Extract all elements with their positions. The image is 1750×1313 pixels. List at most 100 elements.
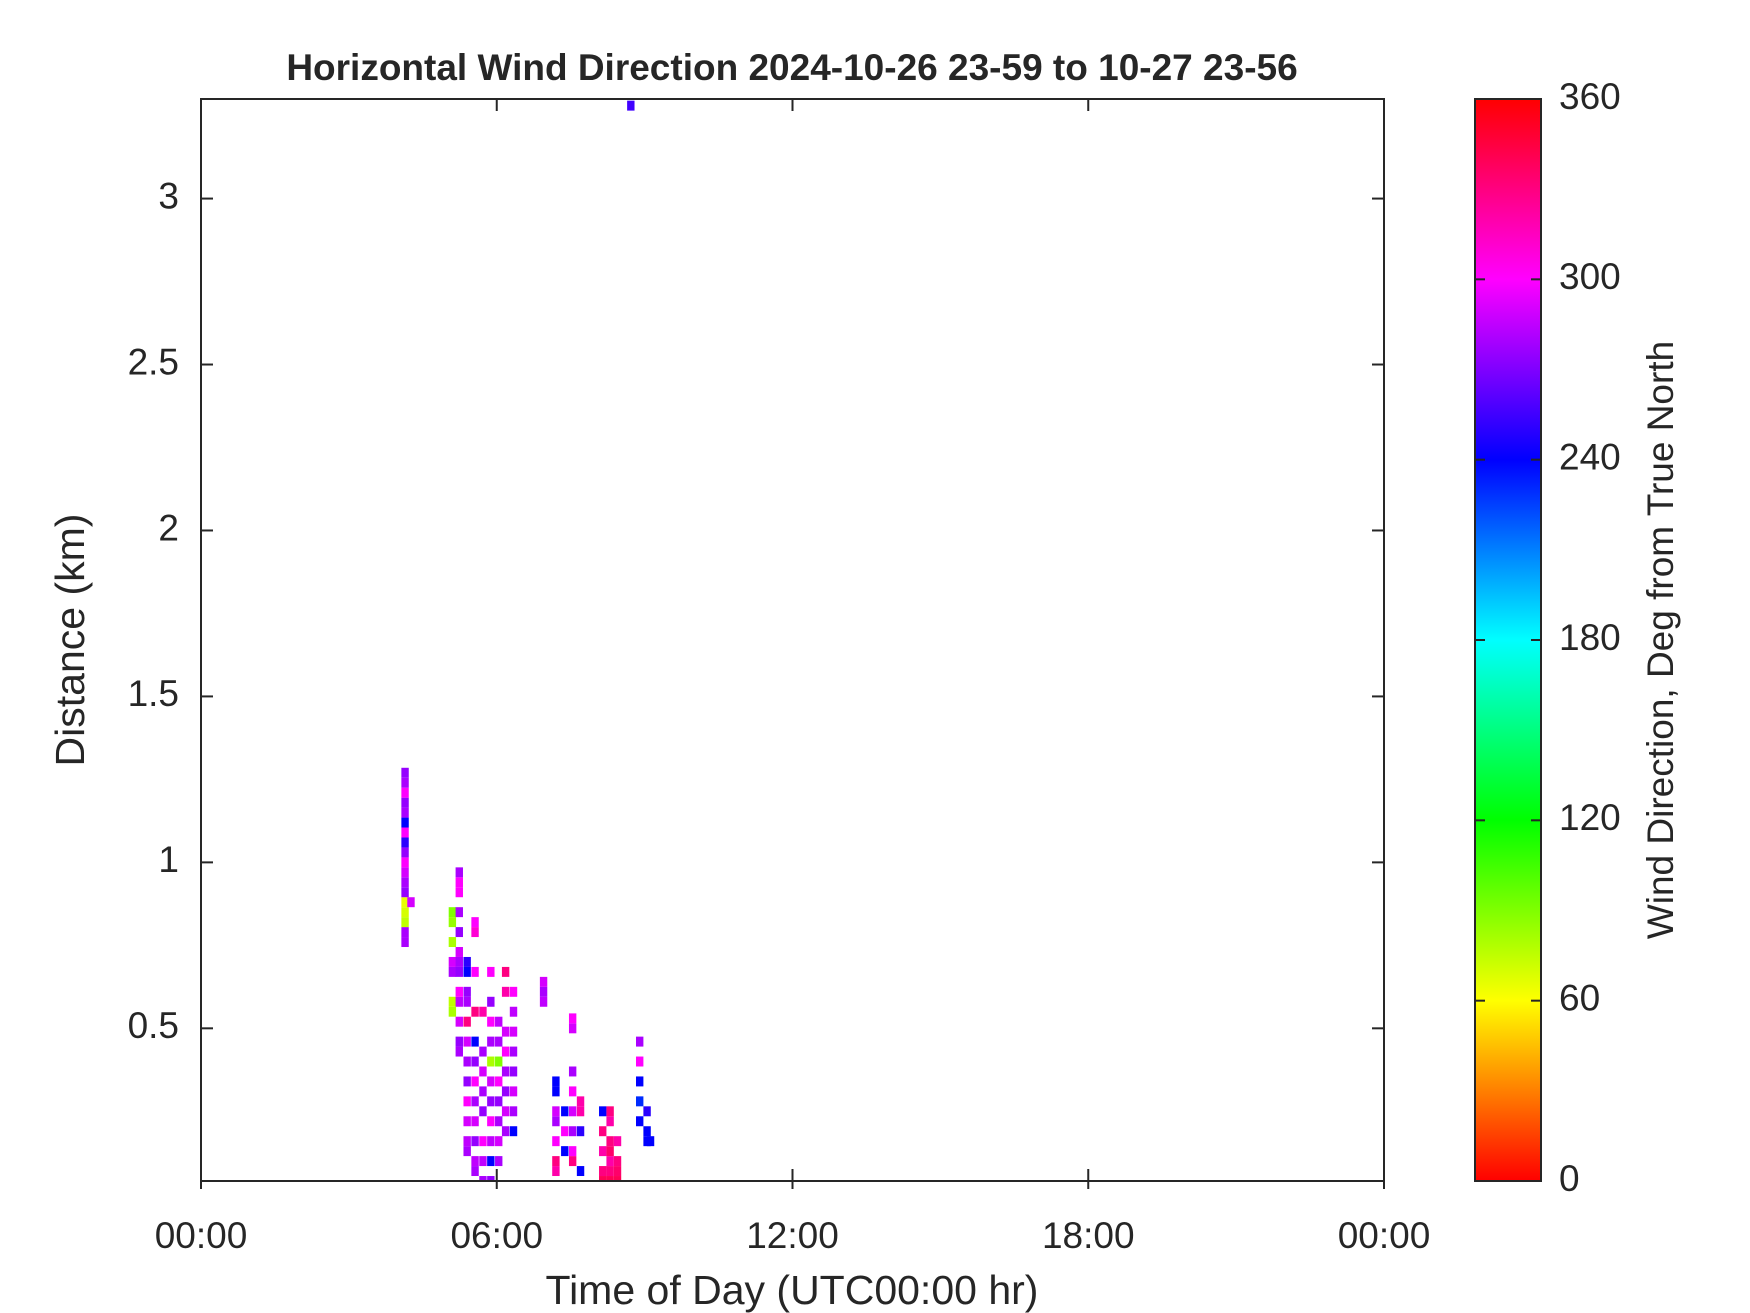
cell	[471, 966, 479, 977]
cell	[401, 847, 409, 858]
cell	[455, 1036, 463, 1047]
cell	[463, 1056, 471, 1067]
cell	[463, 956, 471, 967]
cell	[495, 1016, 503, 1027]
cell	[401, 887, 409, 898]
cell	[487, 966, 495, 977]
cell	[455, 956, 463, 967]
cell	[463, 1146, 471, 1157]
cell	[501, 1086, 510, 1097]
cell	[463, 966, 471, 977]
cell	[463, 1096, 471, 1107]
cell	[539, 986, 548, 997]
cell	[635, 1056, 644, 1067]
cell	[568, 1086, 577, 1097]
cell	[495, 1076, 503, 1087]
cell	[471, 1136, 479, 1147]
cell	[509, 1066, 518, 1077]
cell	[455, 867, 463, 878]
cell	[635, 1116, 644, 1127]
x-axis-label: Time of Day (UTC00:00 hr)	[546, 1267, 1039, 1313]
cell	[501, 1046, 510, 1057]
cell	[635, 1096, 644, 1107]
cell	[471, 1056, 479, 1067]
cell	[495, 1156, 503, 1167]
cell	[479, 1066, 487, 1077]
cell	[599, 1146, 607, 1157]
cell	[495, 1116, 503, 1127]
cell	[479, 1046, 487, 1057]
cell	[407, 897, 415, 908]
cell	[479, 1176, 487, 1181]
cell	[487, 1136, 495, 1147]
cell	[479, 1106, 487, 1117]
cell	[561, 1126, 569, 1137]
colorbar-tick-label: 360	[1559, 76, 1621, 117]
cell	[539, 996, 548, 1007]
cell	[448, 996, 457, 1007]
chart-title: Horizontal Wind Direction 2024-10-26 23-…	[286, 47, 1297, 88]
cell	[599, 1166, 607, 1177]
cell	[552, 1106, 560, 1117]
cell	[643, 1126, 651, 1137]
cell	[495, 1056, 503, 1067]
cell	[501, 1026, 510, 1037]
y-axis-label: Distance (km)	[47, 514, 93, 767]
cell	[552, 1076, 560, 1087]
y-tick-label: 1.5	[128, 673, 179, 714]
colorbar-tick-label: 300	[1559, 256, 1621, 297]
y-tick-label: 2	[158, 507, 179, 548]
cell	[552, 1136, 560, 1147]
cell	[501, 966, 510, 977]
cell	[495, 1036, 503, 1047]
cell	[471, 917, 479, 928]
cell	[552, 1156, 560, 1167]
y-tick-label: 0.5	[128, 1005, 179, 1046]
cell	[509, 986, 518, 997]
x-tick-label: 12:00	[746, 1215, 839, 1256]
colorbar-tick-label: 180	[1559, 617, 1621, 658]
cell	[509, 1126, 518, 1137]
cell	[606, 1156, 614, 1167]
cell	[455, 887, 463, 898]
cell	[401, 867, 409, 878]
x-tick-label: 18:00	[1042, 1215, 1135, 1256]
cell	[401, 767, 409, 778]
cell	[455, 1016, 463, 1027]
cell	[463, 986, 471, 997]
x-tick-label: 00:00	[155, 1215, 248, 1256]
cell	[613, 1176, 622, 1181]
cell	[463, 1116, 471, 1127]
cell	[576, 1126, 585, 1137]
cell	[487, 1016, 495, 1027]
cell	[576, 1096, 585, 1107]
cell	[501, 986, 510, 997]
cell	[455, 1046, 463, 1057]
cell	[401, 777, 409, 788]
cell	[487, 996, 495, 1007]
cell	[401, 827, 409, 838]
colorbar-label: Wind Direction, Deg from True North	[1640, 341, 1681, 939]
cell	[576, 1166, 585, 1177]
cell	[479, 1136, 487, 1147]
cell	[576, 1106, 585, 1117]
cell	[471, 1156, 479, 1167]
cell	[448, 937, 457, 948]
cell	[568, 1106, 577, 1117]
cell	[471, 927, 479, 938]
cell	[401, 877, 409, 888]
cell	[643, 1106, 651, 1117]
y-tick-label: 2.5	[128, 341, 179, 382]
cell	[463, 996, 471, 1007]
cell	[501, 1126, 510, 1137]
colorbar-tick-label: 240	[1559, 436, 1621, 477]
cell	[606, 1176, 614, 1181]
cell	[606, 1166, 614, 1177]
colorbar-tick-label: 60	[1559, 977, 1600, 1018]
colorbar-tick-label: 0	[1559, 1158, 1580, 1199]
cell	[401, 907, 409, 918]
cell	[613, 1166, 622, 1177]
cell	[495, 1136, 503, 1147]
cell	[401, 917, 409, 928]
